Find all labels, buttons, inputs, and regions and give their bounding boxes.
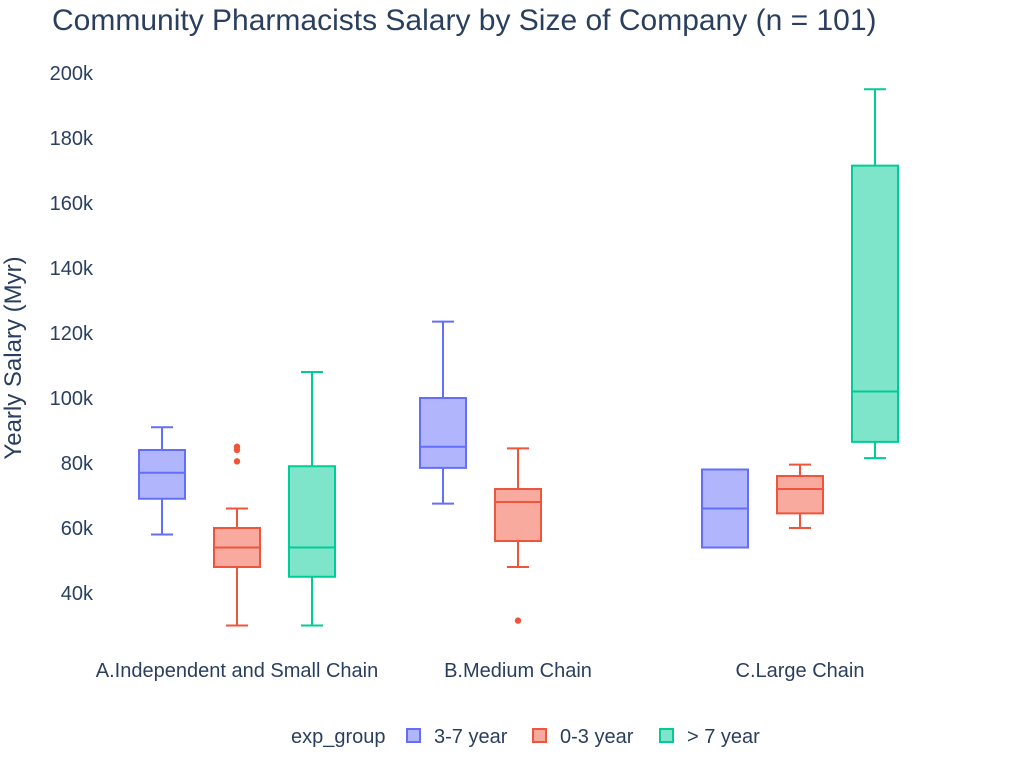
legend[interactable]: exp_group 3-7 year 0-3 year > 7 year [291,726,760,748]
iqr-box [494,488,542,542]
y-axis-label: Yearly Salary (Myr) [0,256,27,459]
iqr-box [288,465,336,578]
legend-swatch [406,728,421,743]
x-tick-label: A.Independent and Small Chain [96,660,378,682]
box--7-year[interactable] [851,88,899,460]
y-tick-label: 180k [50,128,94,150]
x-axis-ticks: A.Independent and Small Chain B.Medium Ch… [96,660,865,682]
y-tick-label: 100k [50,388,94,410]
x-tick-label: C.Large Chain [736,660,865,682]
y-tick-label: 80k [61,453,94,475]
iqr-box [776,475,824,515]
legend-item-3-7-year[interactable]: 3-7 year [406,726,508,748]
iqr-box [419,397,467,469]
plot-area [138,88,899,627]
legend-item--7-year[interactable]: > 7 year [659,726,760,748]
y-tick-label: 140k [50,258,94,280]
box--7-year[interactable] [288,371,336,627]
y-tick-label: 40k [61,583,94,605]
iqr-box [138,449,186,500]
x-tick-label: B.Medium Chain [444,660,592,682]
legend-label: > 7 year [687,726,760,748]
iqr-box [851,164,899,443]
legend-title: exp_group [291,726,386,748]
y-tick-label: 120k [50,323,94,345]
outlier-point [514,617,522,624]
y-tick-label: 200k [50,63,94,85]
legend-label: 3-7 year [434,726,508,748]
y-tick-label: 160k [50,193,94,215]
legend-label: 0-3 year [560,726,634,748]
legend-swatch [659,728,674,743]
legend-swatch [532,728,547,743]
box-3-7-year[interactable] [701,468,749,549]
box-0-3-year[interactable] [213,443,261,627]
box-0-3-year[interactable] [494,447,542,624]
outlier-point [233,443,241,450]
outlier-point [233,458,241,465]
y-tick-label: 60k [61,518,94,540]
box-0-3-year[interactable] [776,463,824,529]
box-3-7-year[interactable] [419,320,467,505]
chart-title: Community Pharmacists Salary by Size of … [52,4,877,37]
box-3-7-year[interactable] [138,426,186,536]
y-axis-ticks: 40k 60k 80k 100k 120k 140k 160k 180k 200k [50,63,94,605]
legend-item-0-3-year[interactable]: 0-3 year [532,726,634,748]
